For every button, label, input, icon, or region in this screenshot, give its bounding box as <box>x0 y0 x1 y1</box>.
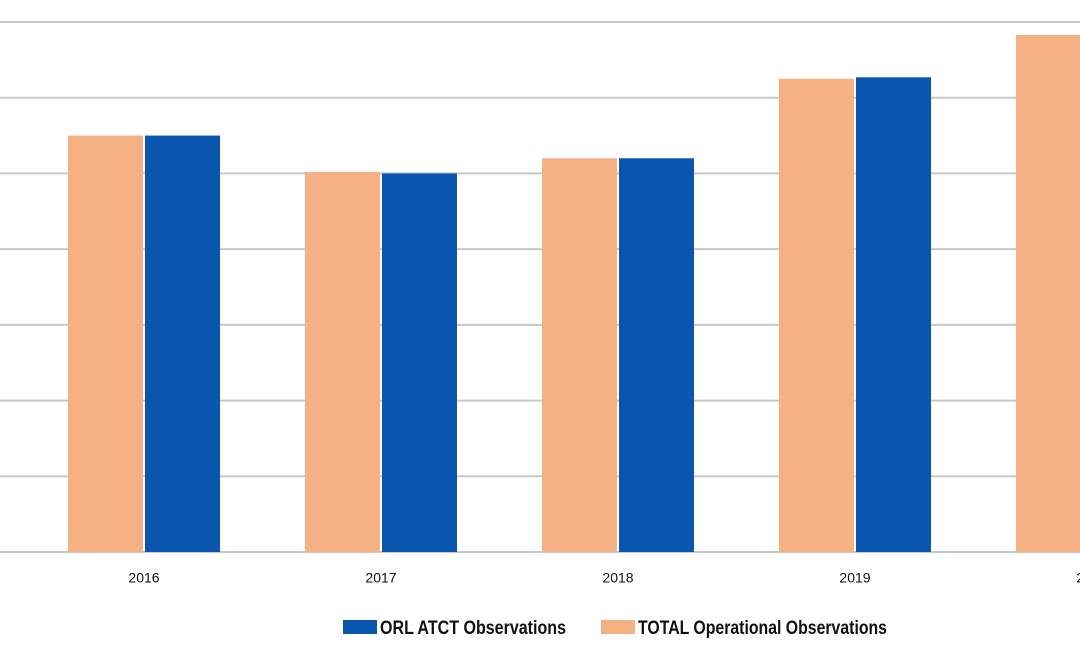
x-tick-label: 2018 <box>602 570 633 586</box>
bar <box>145 135 220 553</box>
x-tick-label: 2019 <box>839 570 870 586</box>
legend-swatch <box>601 620 635 634</box>
bar <box>779 78 854 553</box>
bar <box>382 173 457 552</box>
bar <box>1016 34 1080 552</box>
bar <box>856 77 931 553</box>
bar <box>68 135 143 553</box>
bar <box>305 171 380 552</box>
bar <box>619 158 694 553</box>
legend-label: ORL ATCT Observations <box>380 618 566 639</box>
x-tick-label: 2017 <box>365 570 396 586</box>
legend-label: TOTAL Operational Observations <box>638 618 887 639</box>
bar <box>542 158 617 553</box>
legend-swatch <box>343 620 377 634</box>
x-tick-label: 2020 <box>1076 570 1080 586</box>
x-tick-label: 2016 <box>128 570 159 586</box>
